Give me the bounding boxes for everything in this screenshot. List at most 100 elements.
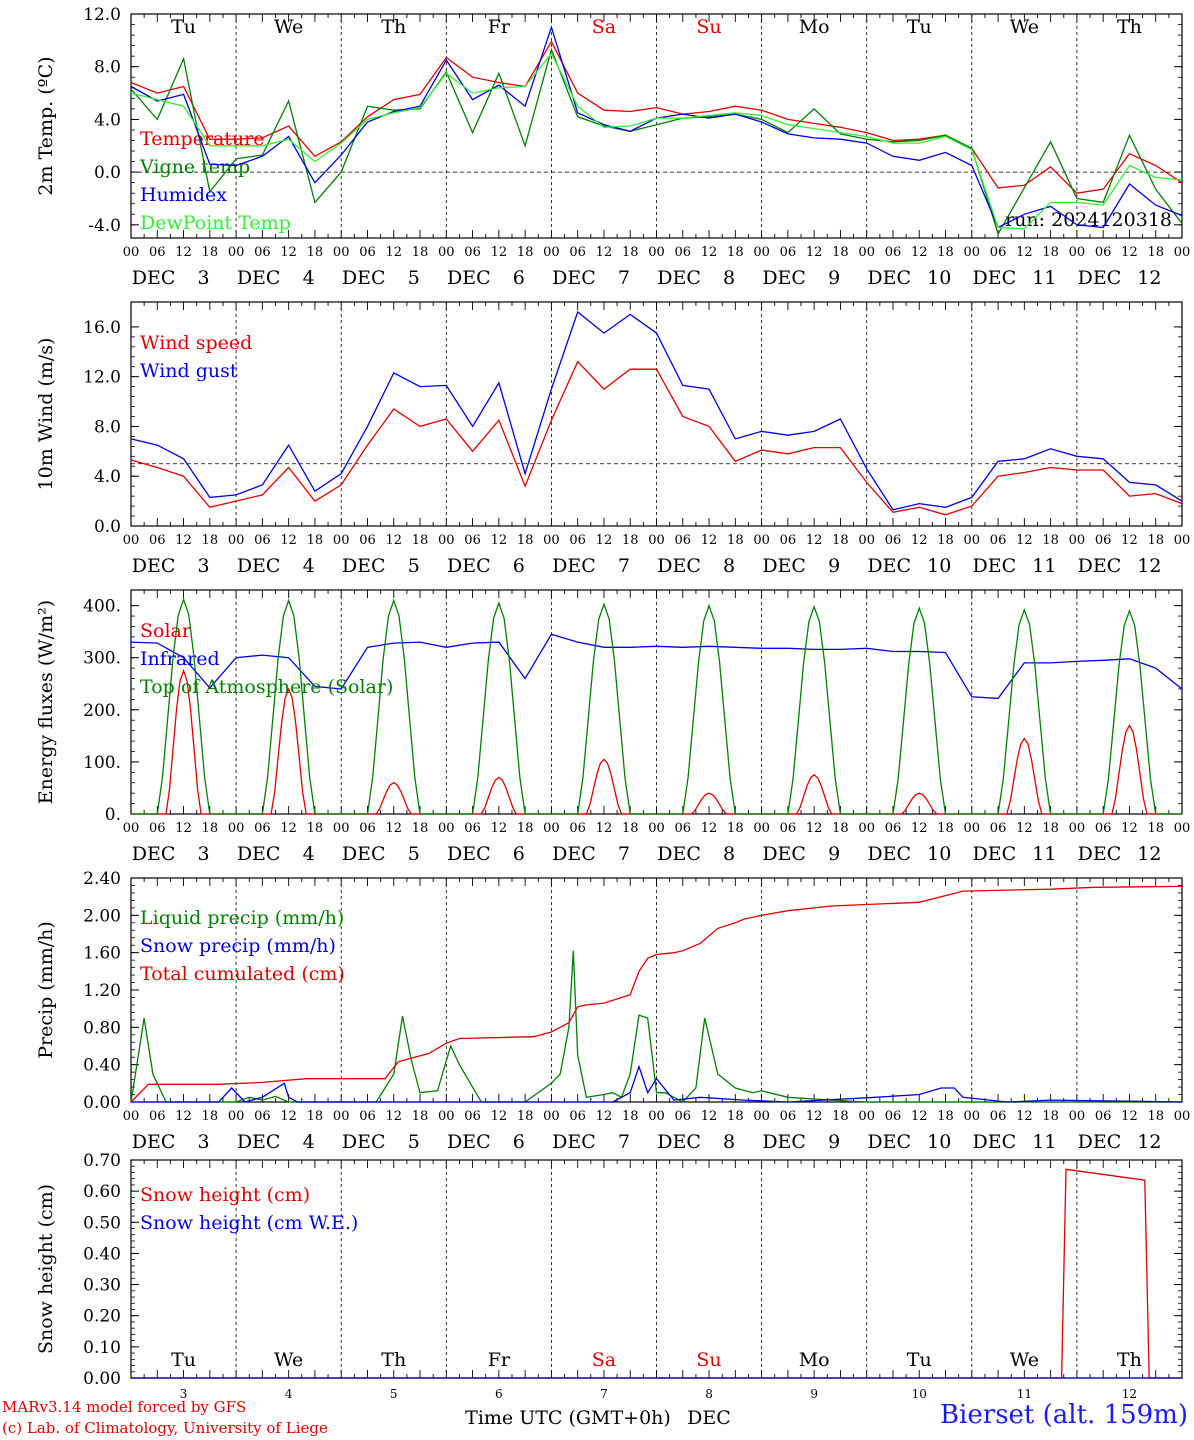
credit-lab: (c) Lab. of Climatology, University of L… xyxy=(2,1419,328,1437)
weekday-label: Sa xyxy=(592,16,616,38)
x-axis-label: Time UTC (GMT+0h) xyxy=(465,1407,671,1429)
day-label: 4 xyxy=(303,267,315,289)
hour-tick-label: 06 xyxy=(569,533,586,548)
series-line xyxy=(130,40,1183,194)
day-label: 9 xyxy=(828,267,840,289)
weekday-label: Tu xyxy=(171,1349,196,1371)
hour-tick-label: 18 xyxy=(517,1109,534,1124)
month-label: DEC xyxy=(342,843,386,865)
hour-tick-label: 00 xyxy=(333,1109,350,1124)
month-label: DEC xyxy=(1078,555,1122,577)
hour-tick-label: 00 xyxy=(648,821,665,836)
hour-tick-label: 18 xyxy=(1042,1109,1059,1124)
credit-model: MARv3.14 model forced by GFS xyxy=(2,1398,247,1416)
y-axis-label: 2m Temp. (ºC) xyxy=(35,56,57,195)
month-label: DEC xyxy=(552,267,596,289)
legend-entry: Wind speed xyxy=(140,332,252,354)
y-tick-label: 16.0 xyxy=(83,318,121,338)
hour-tick-label: 12 xyxy=(911,533,928,548)
hour-tick-label: 06 xyxy=(149,1109,166,1124)
hour-tick-label: 12 xyxy=(596,1109,613,1124)
month-label: DEC xyxy=(762,555,806,577)
day-label: 12 xyxy=(1137,267,1161,289)
hour-tick-label: 18 xyxy=(622,1109,639,1124)
hour-tick-label: 06 xyxy=(359,245,376,260)
hour-tick-label: 18 xyxy=(622,245,639,260)
month-label: DEC xyxy=(1078,843,1122,865)
month-label: DEC xyxy=(447,267,491,289)
hour-tick-label: 00 xyxy=(858,821,875,836)
hour-tick-label: 18 xyxy=(412,533,429,548)
hour-tick-label: 00 xyxy=(1174,245,1191,260)
month-label: DEC xyxy=(973,267,1017,289)
y-tick-label: 4.0 xyxy=(94,467,121,487)
day-label: 11 xyxy=(1032,555,1056,577)
day-label: 9 xyxy=(828,1131,840,1153)
run-annotation: run: 2024120318 xyxy=(1005,209,1172,231)
hour-tick-label: 00 xyxy=(1069,821,1086,836)
hour-tick-label: 18 xyxy=(202,533,219,548)
hour-tick-label: 12 xyxy=(806,821,823,836)
weekday-label: Fr xyxy=(488,1349,511,1371)
day-label: 10 xyxy=(927,267,951,289)
hour-tick-label: 06 xyxy=(149,245,166,260)
y-tick-label: 1.20 xyxy=(83,981,121,1001)
day-label: 5 xyxy=(408,555,420,577)
day-number-label: 6 xyxy=(495,1387,503,1401)
day-label: 6 xyxy=(513,555,525,577)
weekday-label: Su xyxy=(696,1349,721,1371)
hour-tick-label: 00 xyxy=(964,533,981,548)
panel-frame xyxy=(130,589,1183,815)
y-tick-label: 12.0 xyxy=(83,5,121,25)
month-label: DEC xyxy=(342,555,386,577)
hour-tick-label: 06 xyxy=(885,821,902,836)
legend-entry: Temperature xyxy=(140,128,264,150)
hour-tick-label: 12 xyxy=(596,533,613,548)
day-label: 6 xyxy=(513,843,525,865)
month-label: DEC xyxy=(762,1131,806,1153)
hour-tick-label: 06 xyxy=(780,821,797,836)
month-label: DEC xyxy=(973,555,1017,577)
y-tick-label: 0.80 xyxy=(83,1018,121,1038)
day-label: 6 xyxy=(513,1131,525,1153)
series-line xyxy=(131,1064,1183,1103)
hour-tick-label: 12 xyxy=(491,821,508,836)
day-number-label: 7 xyxy=(600,1387,608,1401)
hour-tick-label: 18 xyxy=(1042,533,1059,548)
hour-tick-label: 12 xyxy=(1016,1109,1033,1124)
month-label: DEC xyxy=(237,267,281,289)
hour-tick-label: 18 xyxy=(832,533,849,548)
hour-tick-label: 00 xyxy=(753,821,770,836)
hour-tick-label: 12 xyxy=(1121,245,1138,260)
hour-tick-label: 12 xyxy=(911,245,928,260)
hour-tick-label: 06 xyxy=(1095,1109,1112,1124)
y-tick-label: 300. xyxy=(83,649,121,669)
y-tick-label: 8.0 xyxy=(94,417,121,437)
hour-tick-label: 00 xyxy=(648,533,665,548)
day-label: 12 xyxy=(1137,1131,1161,1153)
hour-tick-label: 18 xyxy=(1147,533,1164,548)
hour-tick-label: 00 xyxy=(543,245,560,260)
weekday-label: Th xyxy=(1117,16,1142,38)
day-label: 5 xyxy=(408,843,420,865)
hour-tick-label: 00 xyxy=(1174,533,1191,548)
day-label: 11 xyxy=(1032,267,1056,289)
hour-tick-label: 12 xyxy=(385,1109,402,1124)
hour-tick-label: 18 xyxy=(1042,245,1059,260)
hour-tick-label: 06 xyxy=(675,533,692,548)
hour-tick-label: 18 xyxy=(1147,1109,1164,1124)
hour-tick-label: 12 xyxy=(701,821,718,836)
series-line xyxy=(130,633,1183,700)
hour-tick-label: 18 xyxy=(517,533,534,548)
y-tick-label: 8.0 xyxy=(94,58,121,78)
hour-tick-label: 00 xyxy=(1174,1109,1191,1124)
hour-tick-label: 18 xyxy=(1042,821,1059,836)
legend-entry: Snow height (cm W.E.) xyxy=(140,1212,358,1234)
hour-tick-label: 00 xyxy=(1069,1109,1086,1124)
day-number-label: 3 xyxy=(180,1387,188,1401)
hour-tick-label: 00 xyxy=(858,245,875,260)
y-tick-label: 0.40 xyxy=(83,1244,121,1264)
month-label: DEC xyxy=(342,267,386,289)
y-tick-label: 0.20 xyxy=(83,1307,121,1327)
hour-tick-label: 00 xyxy=(858,533,875,548)
